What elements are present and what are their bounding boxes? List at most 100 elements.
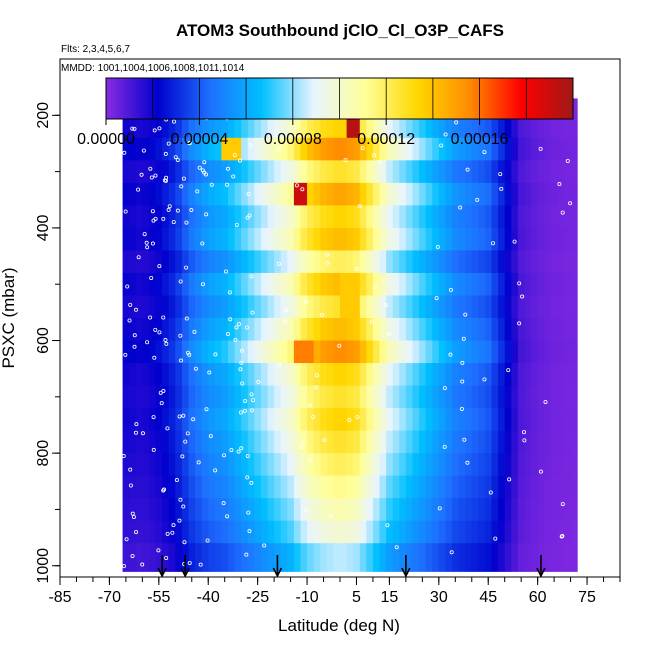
heat-cell [181, 408, 189, 432]
heat-cell [557, 363, 565, 387]
heat-cell [241, 137, 249, 161]
heat-cell [214, 227, 222, 251]
heat-cell [544, 430, 552, 454]
heat-cell [405, 250, 413, 274]
heat-cell [260, 475, 269, 499]
heat-cell [372, 543, 381, 572]
heat-cell [419, 520, 427, 544]
heat-cell [570, 205, 578, 229]
heat-cell [168, 182, 176, 206]
heat-cell [195, 340, 203, 364]
heat-cell [320, 430, 328, 454]
heat-cell [458, 475, 466, 499]
heat-cell [484, 318, 493, 342]
heat-cell [274, 318, 282, 342]
heat-cell [234, 453, 242, 477]
heat-cell [287, 475, 295, 499]
heat-cell [181, 137, 189, 161]
sample-point [394, 545, 399, 550]
heat-cell [471, 205, 479, 229]
heat-cell [570, 115, 578, 139]
heat-cell [517, 498, 525, 522]
heat-cell [155, 498, 163, 522]
heat-cell [208, 475, 216, 499]
heat-cell [425, 318, 433, 342]
heat-cell [129, 430, 137, 454]
heat-cell [359, 272, 367, 296]
heat-cell [326, 272, 334, 296]
heat-cell [254, 498, 262, 522]
sample-point [125, 284, 130, 289]
heat-cell [557, 520, 565, 544]
sample-point [145, 245, 150, 250]
heat-cell [504, 137, 512, 161]
y-tick-label: 200 [35, 102, 52, 129]
heat-cell [346, 318, 354, 342]
heat-cell [386, 408, 394, 432]
sample-point [134, 530, 139, 535]
heat-layer [122, 475, 578, 499]
y-tick-label: 800 [35, 440, 52, 467]
heat-cell [208, 543, 216, 572]
heat-cell [326, 385, 334, 409]
heat-cell [564, 430, 572, 454]
heat-cell [340, 137, 348, 161]
heat-cell [353, 182, 361, 206]
heat-cell [557, 430, 565, 454]
heat-cell [287, 250, 295, 274]
heat-cell [537, 475, 545, 499]
heat-cell [181, 160, 189, 184]
marker-arrow-head [157, 567, 167, 578]
sample-point [183, 439, 188, 444]
heat-cell [524, 498, 532, 522]
heat-cell [254, 340, 262, 364]
heat-cell [372, 340, 381, 364]
sample-point [174, 478, 179, 483]
heat-cell [122, 340, 130, 364]
sample-point [314, 385, 319, 390]
heat-cell [260, 543, 269, 572]
heat-cell [419, 160, 427, 184]
sample-point [178, 358, 183, 363]
sample-point [148, 166, 153, 171]
heat-cell [188, 227, 196, 251]
heat-cell [432, 498, 440, 522]
sample-point [354, 266, 359, 271]
heat-cell [208, 137, 216, 161]
heat-cell [445, 295, 453, 319]
heat-cell [359, 385, 367, 409]
heat-cell [537, 363, 545, 387]
heat-cell [333, 318, 341, 342]
heat-cell [432, 318, 440, 342]
heat-cell [353, 453, 361, 477]
heat-cell [379, 250, 387, 274]
heat-cell [221, 475, 229, 499]
heat-cell [537, 520, 545, 544]
heat-cell [307, 408, 315, 432]
heat-cell [392, 408, 400, 432]
heat-cell [405, 408, 413, 432]
heat-cell [195, 137, 203, 161]
heat-cell [531, 520, 539, 544]
heat-cell [405, 430, 413, 454]
sample-point [517, 281, 522, 286]
x-tick-label: -70 [98, 589, 121, 606]
heat-cell [359, 453, 367, 477]
heat-cell [366, 115, 374, 139]
heat-cell [234, 385, 242, 409]
heat-cell [274, 115, 282, 139]
heat-cell [181, 385, 189, 409]
sample-point [196, 460, 201, 465]
heat-cell [452, 250, 460, 274]
heat-cell [438, 205, 446, 229]
heat-cell [366, 475, 374, 499]
heat-cell [570, 160, 578, 184]
heat-cell [432, 430, 440, 454]
heat-cell [498, 272, 506, 296]
heat-cell [313, 543, 321, 572]
sample-point [171, 220, 176, 225]
heat-cell [234, 227, 242, 251]
sample-point [454, 120, 459, 125]
heat-cell [438, 250, 446, 274]
heat-cell [419, 385, 427, 409]
